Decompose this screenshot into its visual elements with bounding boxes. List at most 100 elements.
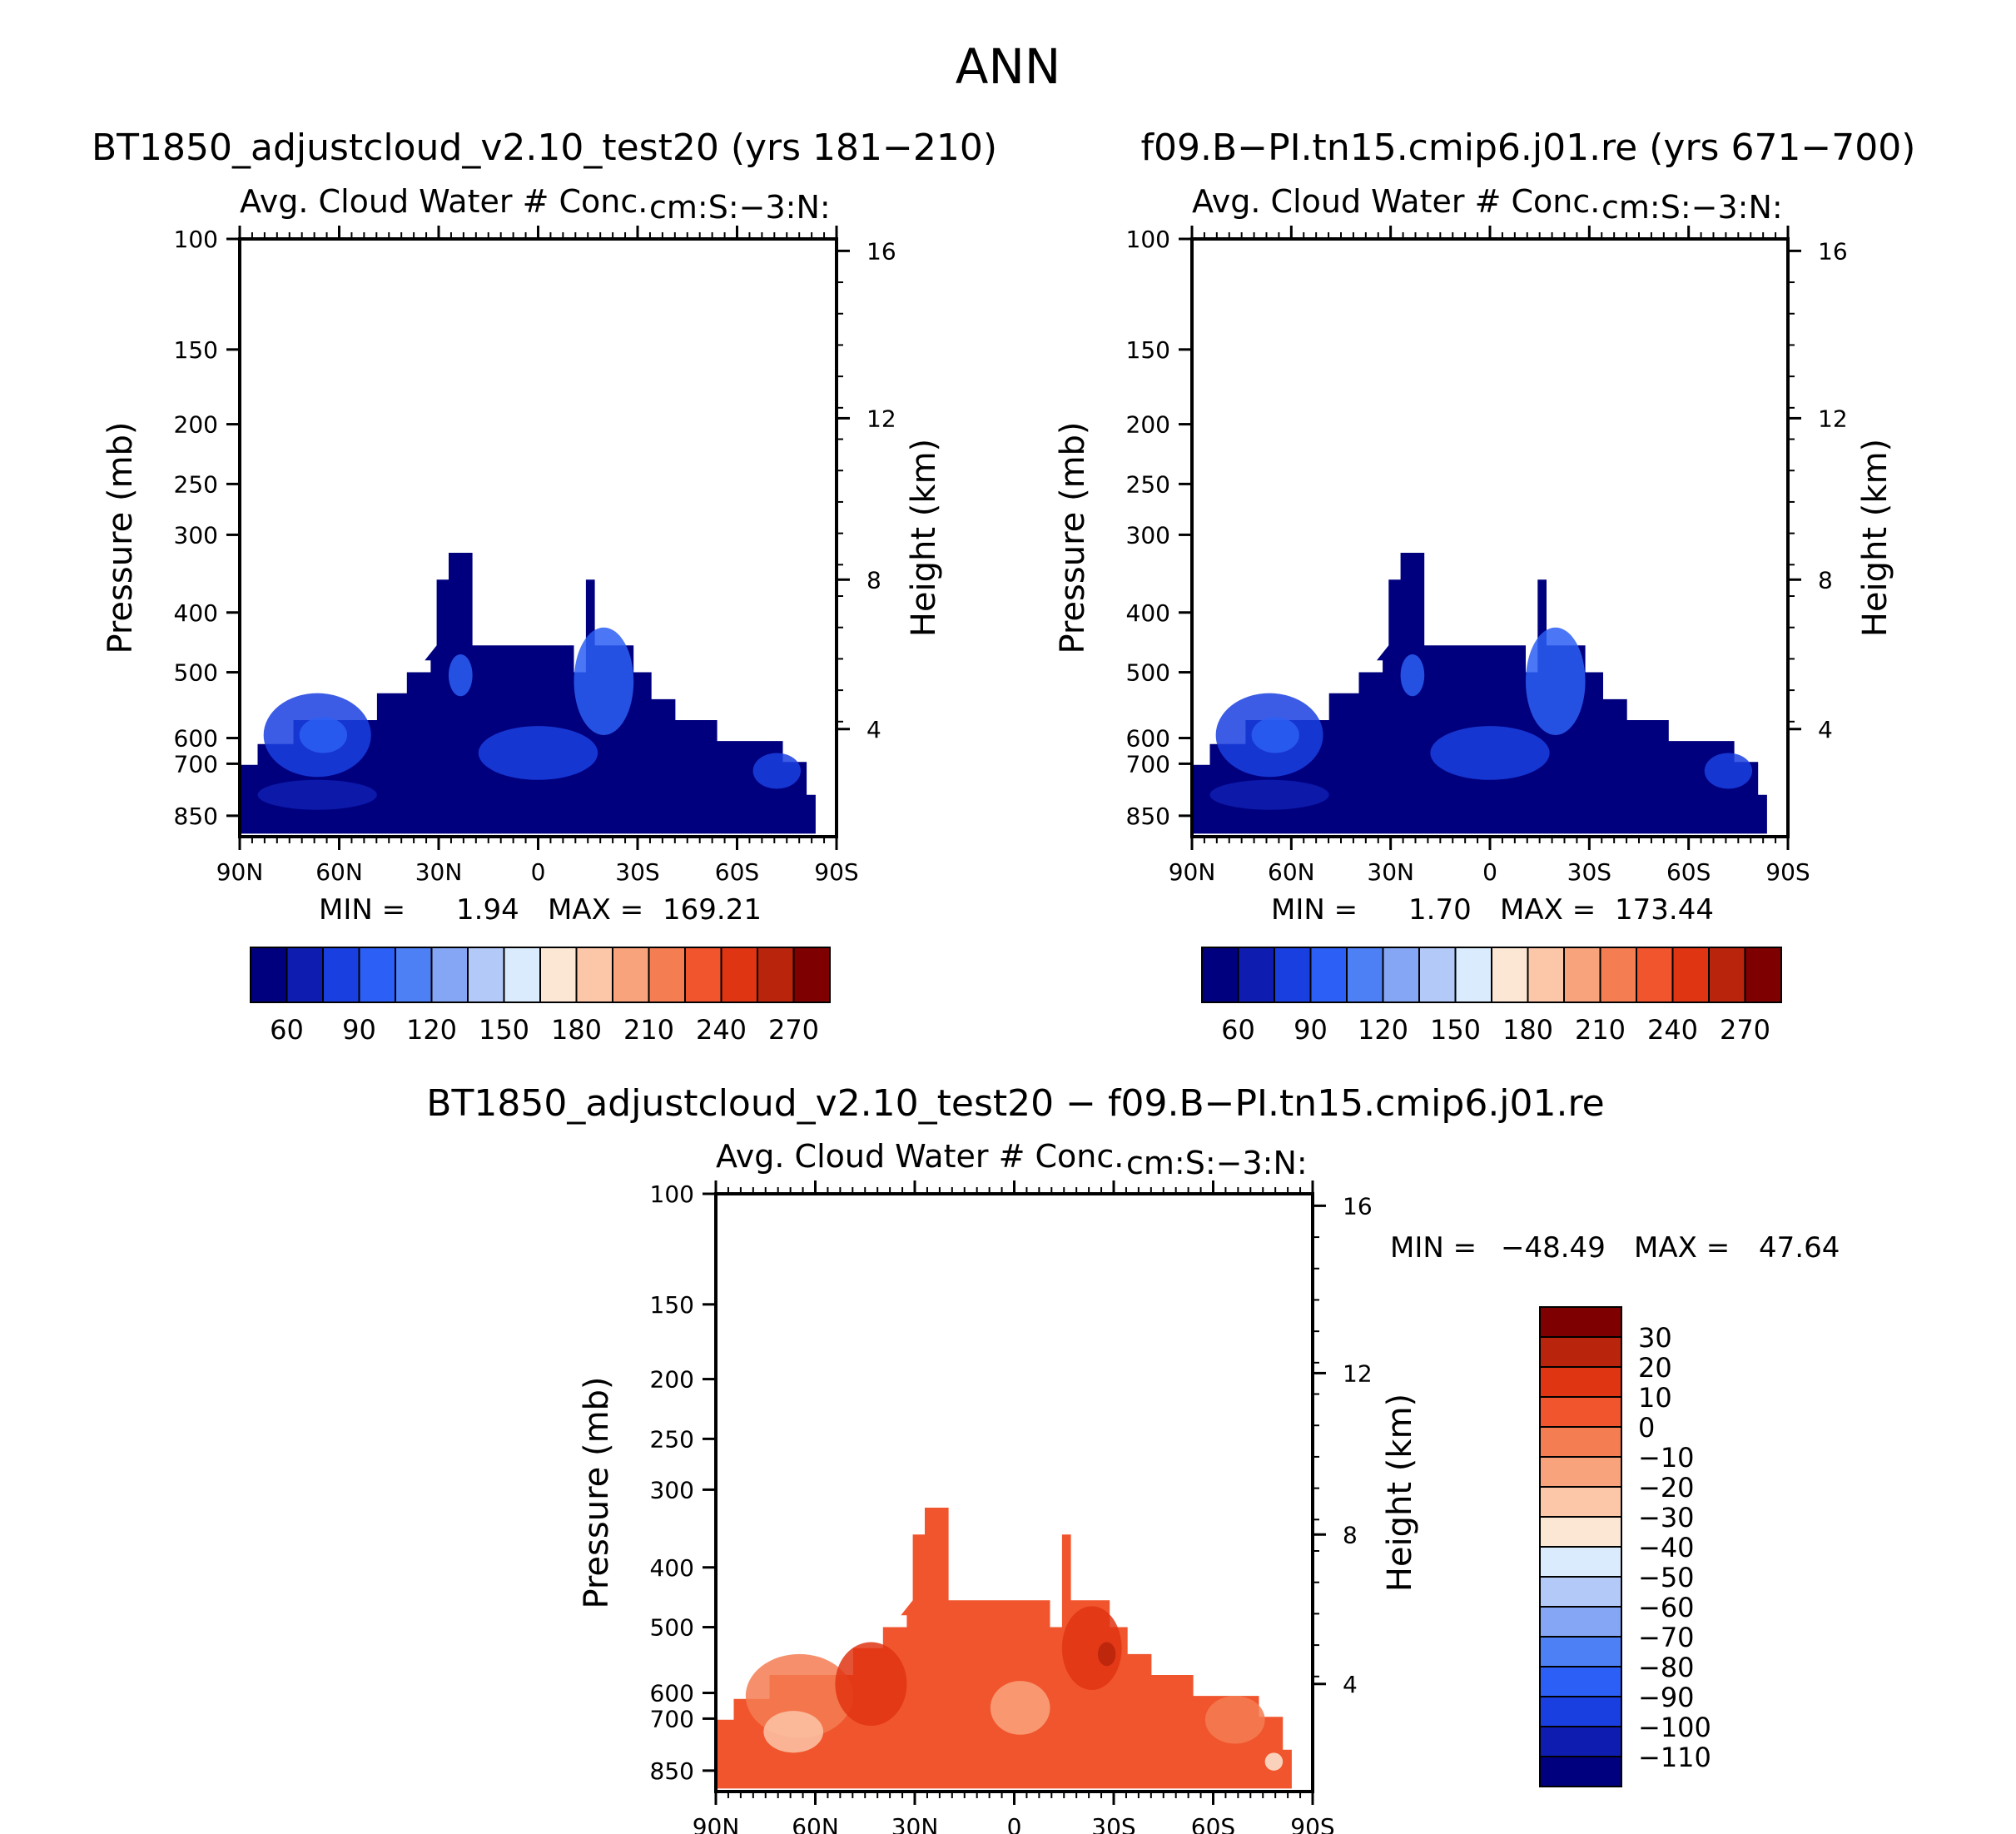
colorbar-box [1563, 947, 1601, 1003]
variable-title: Avg. Cloud Water # Conc. [716, 1138, 1124, 1175]
colorbar-box [1382, 947, 1420, 1003]
y-tick-label: 150 [174, 336, 218, 364]
colorbar-box [1539, 1636, 1622, 1667]
contour-band [1204, 1696, 1265, 1744]
colorbar-box [1539, 1606, 1622, 1638]
colorbar-box [395, 947, 433, 1003]
height-tick-label: 4 [866, 716, 881, 743]
case-title: BT1850_adjustcloud_v2.10_test20 (yrs 181… [92, 127, 997, 169]
x-tick-label: 90N [693, 1813, 740, 1834]
page-title: ANN [956, 38, 1060, 95]
y-tick-label: 250 [1126, 470, 1170, 498]
colorbar-box [684, 947, 722, 1003]
contour-band [1061, 1606, 1122, 1690]
height-tick-label: 4 [1818, 716, 1833, 743]
x-tick-label: 90S [1765, 858, 1810, 886]
colorbar-box [1309, 947, 1348, 1003]
contour-band [299, 717, 348, 753]
height-tick-label: 8 [866, 566, 881, 594]
colorbar-box [1539, 1486, 1622, 1518]
colorbar-box [539, 947, 578, 1003]
x-tick-label: 0 [1007, 1813, 1022, 1834]
y-tick-label: 300 [174, 521, 218, 549]
colorbar-box [1274, 947, 1312, 1003]
x-tick-label: 60N [315, 858, 363, 886]
colorbar-box [1346, 947, 1384, 1003]
right-axis-label: Height (km) [1381, 1394, 1419, 1592]
colorbar-box [467, 947, 505, 1003]
case-title: f09.B−PI.tn15.cmip6.j01.re (yrs 671−700) [1141, 127, 1916, 169]
colorbar-label: 180 [1502, 1014, 1553, 1046]
stats-min-label: MIN = [1390, 1231, 1477, 1265]
contour-band [1525, 627, 1586, 735]
y-tick-label: 100 [1126, 226, 1170, 253]
colorbar-box [1539, 1666, 1622, 1697]
x-tick-label: 90N [216, 858, 264, 886]
colorbar-box [250, 947, 288, 1003]
stats-min-value: 1.94 [456, 893, 519, 927]
y-tick-label: 850 [650, 1757, 694, 1785]
panel-test-case: BT1850_adjustcloud_v2.10_test20 (yrs 181… [92, 127, 997, 1046]
height-tick-label: 8 [1818, 566, 1833, 594]
colorbar-label: −80 [1638, 1652, 1695, 1683]
right-axis-label: Height (km) [905, 439, 943, 637]
colorbar-box [1539, 1396, 1622, 1428]
y-axis-label: Pressure (mb) [102, 421, 140, 654]
colorbar-box [1418, 947, 1457, 1003]
contour-band [752, 753, 801, 789]
contour-band [990, 1681, 1050, 1735]
colorbar-box [1539, 1546, 1622, 1578]
colorbar-label: −100 [1638, 1712, 1711, 1743]
y-tick-label: 100 [650, 1180, 694, 1208]
stats-max-value: 47.64 [1759, 1231, 1840, 1265]
y-tick-label: 300 [1126, 521, 1170, 549]
colorbar-label: −70 [1638, 1622, 1695, 1653]
stats-max-label: MAX = [1634, 1231, 1730, 1265]
y-tick-label: 600 [650, 1680, 694, 1707]
colorbar-label: 210 [623, 1014, 674, 1046]
colorbar-box [322, 947, 360, 1003]
colorbar-label: −90 [1638, 1682, 1695, 1713]
stats-min-value: −48.49 [1501, 1231, 1606, 1265]
y-tick-label: 500 [650, 1614, 694, 1642]
y-tick-label: 500 [1126, 659, 1170, 687]
panel-control-case: f09.B−PI.tn15.cmip6.j01.re (yrs 671−700)… [1054, 127, 1915, 1046]
colorbar-label: −60 [1638, 1592, 1695, 1623]
colorbar-label: 90 [342, 1014, 376, 1046]
stats-min-label: MIN = [319, 893, 405, 927]
colorbar-box [757, 947, 795, 1003]
right-axis-label: Height (km) [1856, 439, 1894, 637]
colorbar-label: 90 [1294, 1014, 1328, 1046]
colorbar-label: −10 [1638, 1442, 1695, 1474]
colorbar-box [648, 947, 686, 1003]
x-tick-label: 90S [1290, 1813, 1334, 1834]
contour-band [1097, 1642, 1116, 1667]
colorbar-box [1708, 947, 1746, 1003]
y-tick-label: 600 [174, 725, 218, 753]
x-tick-label: 30N [891, 1813, 939, 1834]
colorbar-label: −110 [1638, 1742, 1711, 1773]
y-tick-label: 300 [650, 1476, 694, 1503]
contour-band [1400, 654, 1425, 697]
contour-band [1704, 753, 1753, 789]
stats-max-label: MAX = [1500, 893, 1596, 927]
y-tick-label: 500 [174, 659, 218, 687]
height-tick-label: 4 [1343, 1671, 1358, 1698]
x-tick-label: 60N [792, 1813, 839, 1834]
y-tick-label: 600 [1126, 725, 1170, 753]
variable-title: Avg. Cloud Water # Conc. [1192, 183, 1600, 220]
colorbar-box [1539, 1516, 1622, 1548]
stats-max-value: 169.21 [663, 893, 762, 927]
colorbar-box [1539, 1426, 1622, 1458]
colorbar-label: 0 [1638, 1412, 1655, 1444]
colorbar-box [1454, 947, 1492, 1003]
colorbar-label: 60 [270, 1014, 304, 1046]
contour-field [240, 553, 816, 834]
colorbar-box [1671, 947, 1710, 1003]
units-label: cm:S:−3:N: [1601, 189, 1783, 226]
contour-band [478, 726, 598, 780]
colorbar-label: 270 [768, 1014, 819, 1046]
y-tick-label: 200 [174, 411, 218, 439]
x-tick-label: 90S [814, 858, 858, 886]
